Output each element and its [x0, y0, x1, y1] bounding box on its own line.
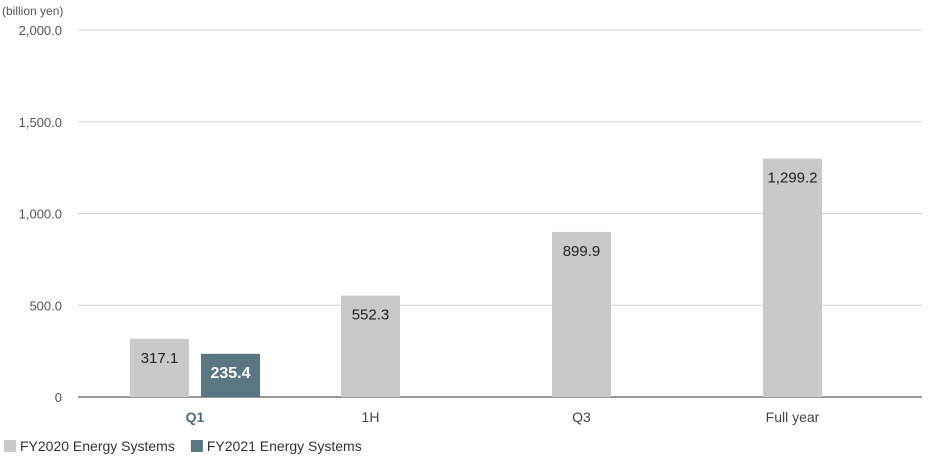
y-tick-label: 1,500.0 [19, 115, 62, 130]
bar-q1-series-1 [201, 353, 260, 397]
x-category-label: Q1 [186, 409, 205, 425]
x-axis-categories: Q1 1H Q3 Full year [186, 409, 820, 425]
bars: 317.1 235.4 552.3 899.9 1,299.2 [130, 158, 822, 397]
bar-value-label: 235.4 [210, 365, 250, 382]
bar-full-year-series-0 [763, 158, 822, 397]
x-category-label: 1H [362, 409, 380, 425]
y-axis-unit-label: (billion yen) [2, 4, 63, 18]
y-tick-label: 2,000.0 [19, 23, 62, 38]
legend-swatch [190, 440, 203, 452]
bar-q1-series-0 [130, 338, 189, 397]
y-axis-ticks: 2,000.0 1,500.0 1,000.0 500.0 0 [19, 23, 62, 405]
x-category-label: Full year [766, 409, 820, 425]
legend-label: FY2021 Energy Systems [207, 438, 362, 454]
legend-label: FY2020 Energy Systems [20, 438, 175, 454]
x-category-label: Q3 [572, 409, 591, 425]
legend: FY2020 Energy Systems FY2021 Energy Syste… [4, 438, 362, 454]
bar-value-label: 317.1 [141, 350, 179, 367]
y-tick-label: 1,000.0 [19, 207, 62, 222]
bar-value-label: 1,299.2 [767, 170, 817, 187]
y-tick-label: 500.0 [29, 298, 62, 313]
bar-value-label: 552.3 [352, 307, 390, 324]
bar-value-label: 899.9 [563, 243, 601, 260]
y-tick-label: 0 [55, 390, 62, 405]
bar-q3-series-0 [552, 231, 611, 397]
legend-swatch [4, 440, 16, 452]
bar-1h-series-0 [341, 295, 400, 397]
